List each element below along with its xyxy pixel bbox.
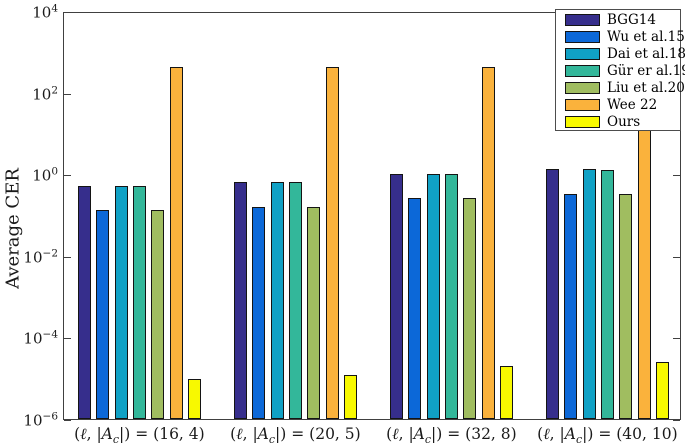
y-tick-mark — [673, 420, 680, 421]
bar-liu-et-al-20-g2 — [307, 206, 321, 419]
legend: BGG14 Wu et al.15 Dai et al.18 Gür er al.19… — [555, 9, 685, 131]
bar-g-r-er-al-19-g3 — [444, 173, 458, 419]
legend-label: Wu et al.15 — [607, 29, 685, 45]
bar-dai-et-al-18-g3 — [426, 173, 440, 419]
bar-wee-22-g1 — [169, 66, 183, 419]
y-tick-mark — [64, 175, 71, 177]
bar-bgg14-g1 — [78, 185, 91, 419]
legend-swatch — [565, 99, 600, 111]
bar-wu-et-al-15-g4 — [564, 193, 578, 419]
x-tick-label: (ℓ, |Ac|) = (20, 5) — [230, 425, 361, 447]
bar-g-r-er-al-19-g4 — [600, 169, 614, 419]
legend-label: Liu et al.20 — [607, 80, 685, 96]
y-tick-mark — [64, 256, 71, 258]
legend-swatch — [565, 14, 600, 26]
legend-row: Gür er al.19 — [556, 63, 685, 80]
bar-wee-22-g3 — [481, 66, 495, 419]
legend-swatch — [565, 48, 600, 60]
legend-row: Wee 22 — [556, 97, 680, 114]
x-tick-label: (ℓ, |Ac|) = (40, 10) — [537, 425, 678, 447]
legend-row: Ours — [556, 114, 680, 131]
bar-wee-22-g2 — [325, 66, 339, 419]
bar-ours-g2 — [343, 374, 357, 419]
y-tick-mark — [64, 338, 71, 340]
bar-bgg14-g2 — [234, 182, 247, 419]
legend-row: Dai et al.18 — [556, 46, 685, 63]
legend-swatch — [565, 116, 600, 128]
legend-label: Ours — [607, 114, 641, 130]
legend-swatch — [565, 31, 600, 43]
legend-row: Liu et al.20 — [556, 80, 685, 97]
y-tick-label: 10−2 — [23, 247, 58, 267]
y-tick-label: 10−4 — [23, 328, 58, 348]
legend-label: Gür er al.19 — [607, 63, 685, 79]
legend-label: Dai et al.18 — [607, 46, 685, 62]
y-tick-mark — [64, 12, 71, 13]
x-tick-label: (ℓ, |Ac|) = (32, 8) — [386, 425, 517, 447]
legend-label: Wee 22 — [607, 97, 658, 113]
y-tick-label: 104 — [32, 2, 58, 22]
bar-bgg14-g3 — [390, 173, 403, 419]
bar-ours-g4 — [655, 362, 669, 419]
y-tick-mark — [64, 420, 71, 421]
y-tick-mark — [64, 93, 71, 95]
legend-swatch — [565, 65, 600, 77]
legend-label: BGG14 — [607, 12, 656, 28]
bar-liu-et-al-20-g4 — [619, 193, 633, 419]
bar-liu-et-al-20-g3 — [463, 198, 477, 419]
legend-row: BGG14 — [556, 12, 680, 29]
bar-wu-et-al-15-g1 — [96, 210, 110, 419]
bar-ours-g3 — [499, 366, 513, 419]
y-tick-mark — [673, 175, 680, 177]
bar-dai-et-al-18-g2 — [270, 182, 284, 419]
y-tick-label: 10−6 — [23, 410, 58, 430]
bar-wu-et-al-15-g2 — [252, 206, 266, 419]
bar-g-r-er-al-19-g1 — [132, 185, 146, 419]
bar-dai-et-al-18-g1 — [114, 185, 128, 419]
y-tick-mark — [673, 256, 680, 258]
bar-wu-et-al-15-g3 — [408, 198, 422, 419]
legend-swatch — [565, 82, 600, 94]
y-tick-label: 102 — [32, 84, 58, 104]
bar-ours-g1 — [187, 379, 201, 419]
bar-liu-et-al-20-g1 — [151, 210, 165, 419]
x-tick-label: (ℓ, |Ac|) = (16, 4) — [74, 425, 205, 447]
bar-dai-et-al-18-g4 — [582, 169, 596, 419]
bar-g-r-er-al-19-g2 — [288, 182, 302, 419]
y-tick-label: 100 — [32, 165, 58, 185]
legend-row: Wu et al.15 — [556, 29, 685, 46]
y-axis-title: Average CER — [2, 168, 24, 289]
bar-bgg14-g4 — [546, 169, 559, 419]
y-tick-mark — [673, 338, 680, 340]
